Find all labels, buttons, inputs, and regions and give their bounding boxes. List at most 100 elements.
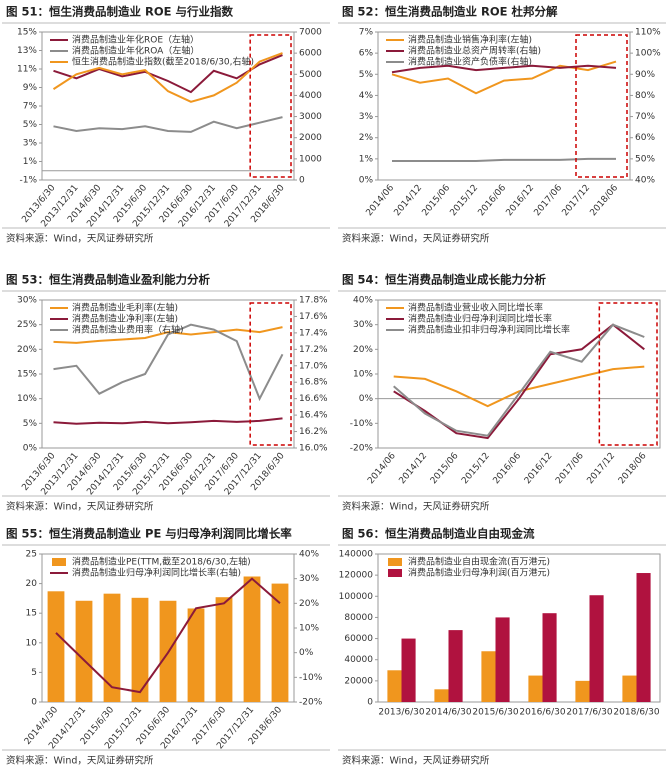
x-tick-label: 2014/12 [393,183,425,218]
legend-label: 消费品制造业年化ROA（左轴） [72,45,199,57]
y2-tick-label: 16.4% [299,411,328,421]
bar [622,675,637,702]
highlight-box [249,34,292,178]
line [53,54,283,94]
line [392,157,616,162]
y-tick-label: 100000 [339,592,374,602]
y2-tick-label: 110% [635,28,661,38]
y-tick-label: -10% [350,419,374,429]
x-tick-label: 2015/12 [449,183,481,218]
y-tick-label: 120000 [339,571,374,581]
x-tick-label: 2014/06 [365,183,397,218]
bar [131,597,149,702]
y-tick-label: 7% [359,28,374,38]
y2-tick-label: -10% [299,673,323,683]
chart-title: 图 54：恒生消费品制造业成长能力分析 [342,273,547,287]
y-tick-label: 60000 [344,634,373,644]
y-tick-label: 30% [17,296,37,306]
y-tick-label: 15 [26,609,37,619]
y-tick-label: 40% [353,296,373,306]
bar [481,651,496,702]
line [53,326,283,344]
legend-label: 消费品制造业扣非归母净利润同比增长率 [408,324,570,336]
source: 资料来源：Wind，天风证券研究所 [6,501,154,513]
y-tick-label: 25 [26,550,37,560]
y-tick-label: 20% [353,345,373,355]
y2-tick-label: 6000 [299,49,322,59]
chart-title: 图 51：恒生消费品制造业 ROE 与行业指数 [6,5,233,19]
y-tick-label: 0% [359,176,374,186]
bar [75,600,93,702]
y-tick-label: 30% [353,320,373,330]
y-tick-label: 10% [353,370,373,380]
bar [271,583,289,702]
y-tick-label: 20000 [344,676,373,686]
y-tick-label: 2% [359,133,374,143]
y2-tick-label: 16.6% [299,394,328,404]
chart-title: 图 55：恒生消费品制造业 PE 与归母净利润同比增长率 [6,527,292,541]
plot-frame [377,31,631,181]
x-tick-label: 2017/06 [554,451,586,486]
x-tick-label: 2016/12 [523,451,555,486]
legend-swatch [388,558,402,566]
y-tick-label: 5% [23,419,38,429]
y-tick-label: 5% [23,120,38,130]
y-tick-label: 25% [17,320,37,330]
y-tick-label: 3% [359,112,374,122]
y-tick-label: 15% [17,370,37,380]
x-tick-label: 2017/6/30 [566,708,612,718]
y2-tick-label: 100% [635,49,661,59]
x-tick-label: 2018/6/30 [613,708,659,718]
bar [434,689,449,702]
bar [47,591,65,702]
y2-tick-label: 1000 [299,154,322,164]
bar [528,675,543,702]
y2-tick-label: 60% [635,133,655,143]
y2-tick-label: 7000 [299,28,322,38]
line [53,323,284,402]
legend-label: 消费品制造业费用率（右轴) [72,324,184,336]
y-tick-label: -20% [350,444,374,454]
y2-tick-label: 30% [299,574,319,584]
y2-tick-label: 17.8% [299,296,328,306]
y2-tick-label: 17.4% [299,328,328,338]
y-tick-label: -1% [19,176,37,186]
line [391,60,617,95]
y2-tick-label: 0 [299,176,305,186]
x-tick-label: 2016/12 [505,183,537,218]
highlight-box [575,34,628,178]
y2-tick-label: 0% [299,648,314,658]
legend-label: 消费品制造业毛利率(左轴) [72,302,178,314]
highlight-box [598,302,658,446]
y-tick-label: 10% [17,394,37,404]
y-tick-label: 40000 [344,655,373,665]
y2-tick-label: 80% [635,91,655,101]
legend-label: 消费品制造业归母净利润(百万港元) [408,567,550,579]
x-tick-label: 2015/06 [429,451,461,486]
legend-label: 消费品制造业归母净利润同比增长率(右轴) [72,567,241,579]
x-tick-label: 2017/12 [561,183,593,218]
line [52,52,283,103]
y-tick-label: 5 [31,668,37,678]
y-tick-label: 4% [359,91,374,101]
x-tick-label: 2015/12 [460,451,492,486]
x-tick-label: 2017/06 [533,183,565,218]
y-tick-label: 80000 [344,613,373,623]
line [53,417,283,425]
y-tick-label: 13% [17,46,37,56]
legend-label: 恒生消费品制造业指数(截至2018/6/30,右轴) [72,56,254,68]
bar [575,680,590,702]
legend-swatch [388,569,402,577]
x-tick-label: 2014/06 [366,451,398,486]
bar [636,573,651,702]
chart-title: 图 52：恒生消费品制造业 ROE 杜邦分解 [342,5,558,19]
y2-tick-label: 70% [635,112,655,122]
x-tick-label: 2018/06 [589,183,621,218]
y-tick-label: 6% [359,49,374,59]
y2-tick-label: -20% [299,698,323,708]
y2-tick-label: 10% [299,624,319,634]
y-tick-label: 0 [31,698,37,708]
source: 资料来源：Wind，天风证券研究所 [342,233,490,245]
legend-label: 消费品制造业PE(TTM,截至2018/6/30,左轴) [72,556,251,568]
